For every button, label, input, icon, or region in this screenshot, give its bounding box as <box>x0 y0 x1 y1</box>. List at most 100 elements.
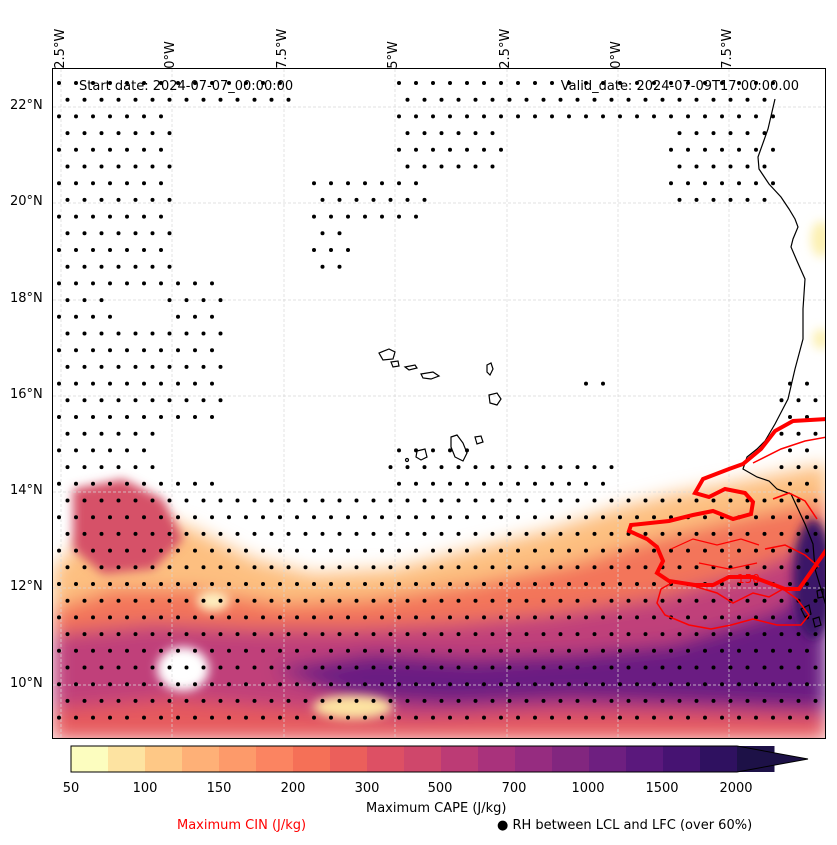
rh-dot <box>516 582 520 586</box>
cbar-tick-700: 700 <box>501 781 527 796</box>
rh-dot <box>65 331 70 336</box>
rh-dot <box>99 698 104 703</box>
rh-dot <box>91 582 95 586</box>
rh-dot <box>371 598 376 603</box>
rh-dot <box>431 548 435 553</box>
rh-dot <box>584 114 588 119</box>
rh-dot <box>363 682 367 687</box>
rh-dot <box>320 231 325 236</box>
rh-dot <box>677 531 682 536</box>
rh-dot <box>150 565 155 570</box>
rh-dot <box>244 648 248 653</box>
rh-dot <box>567 481 571 486</box>
rh-dot <box>550 615 554 620</box>
rh-dot <box>142 147 146 152</box>
rh-dot <box>677 598 682 603</box>
rh-dot <box>65 264 70 269</box>
rh-dot <box>584 548 588 553</box>
rh-dot <box>184 698 189 703</box>
rh-dot <box>320 598 325 603</box>
rh-dot <box>337 632 342 637</box>
rh-dot <box>533 682 537 687</box>
rh-dot <box>142 648 146 653</box>
rh-dot <box>813 531 818 536</box>
rh-dot <box>788 448 792 453</box>
rh-dot <box>116 598 121 603</box>
rh-dot <box>422 97 427 102</box>
rh-dot <box>159 715 163 720</box>
rh-dot <box>711 197 716 202</box>
map-panel[interactable]: 150 Start date: 2024-07-07_00:00:00 Vali… <box>52 68 826 739</box>
rh-dot <box>108 248 112 252</box>
rh-dot <box>507 665 512 670</box>
rh-dot <box>805 415 809 419</box>
colorbar-segment <box>108 746 146 772</box>
rh-dot <box>227 648 231 653</box>
rh-dot <box>133 565 138 570</box>
rh-dot <box>482 81 486 85</box>
rh-dot <box>643 698 648 703</box>
rh-dot <box>125 515 129 520</box>
rh-dot <box>728 498 733 503</box>
rh-dot <box>167 698 172 703</box>
rh-dot <box>167 298 172 303</box>
rh-dot <box>405 565 410 570</box>
rh-dot <box>133 698 138 703</box>
rh-dot <box>550 81 554 85</box>
rh-dot <box>371 665 376 670</box>
rh-dot <box>558 632 563 637</box>
rh-dot <box>762 131 767 136</box>
rh-dot <box>91 81 95 85</box>
rh-dot <box>465 648 469 653</box>
rh-dot <box>201 298 206 303</box>
rh-dot <box>167 364 172 369</box>
rh-dot <box>448 515 452 520</box>
rh-dot <box>312 682 316 687</box>
rh-dot <box>618 114 622 119</box>
rh-dot <box>235 531 240 536</box>
rh-dot <box>779 498 784 503</box>
rh-dot <box>176 415 180 419</box>
rh-dot <box>142 715 146 720</box>
rh-dot <box>652 114 656 119</box>
rh-dot <box>499 615 503 620</box>
rh-dot <box>150 698 155 703</box>
rh-dot <box>227 715 231 720</box>
rh-dot <box>150 97 155 102</box>
rh-dot <box>74 214 78 219</box>
coastline <box>378 98 825 628</box>
rh-dot <box>218 698 223 703</box>
cape-west-arm <box>73 479 183 574</box>
rh-dot <box>558 498 563 503</box>
rh-dot <box>601 81 605 85</box>
rh-dot <box>252 565 257 570</box>
rh-dot <box>354 598 359 603</box>
rh-dot <box>252 531 257 536</box>
rh-dot <box>507 698 512 703</box>
rh-dot <box>235 632 240 637</box>
rh-dot <box>303 565 308 570</box>
rh-dot <box>218 531 223 536</box>
rh-dot <box>677 197 682 202</box>
rh-dot <box>482 682 486 687</box>
rh-dot <box>762 598 767 603</box>
rh-dot <box>635 548 639 553</box>
rh-dot <box>82 197 87 202</box>
rh-dot <box>74 281 78 286</box>
cape-verde-brava <box>404 457 410 463</box>
rh-dot <box>125 248 129 252</box>
colorbar-segment <box>552 746 590 772</box>
rh-dot <box>448 114 452 119</box>
rh-dot <box>813 598 818 603</box>
rh-dot <box>584 381 588 386</box>
rh-dot <box>252 698 257 703</box>
rh-dot <box>167 197 172 202</box>
rh-dot <box>244 682 248 687</box>
rh-dot <box>82 298 87 303</box>
rh-dot <box>694 531 699 536</box>
rh-dot <box>524 97 529 102</box>
rh-dot <box>57 147 61 152</box>
rh-dot <box>150 665 155 670</box>
rh-dot <box>91 481 95 486</box>
rh-dot <box>261 615 265 620</box>
